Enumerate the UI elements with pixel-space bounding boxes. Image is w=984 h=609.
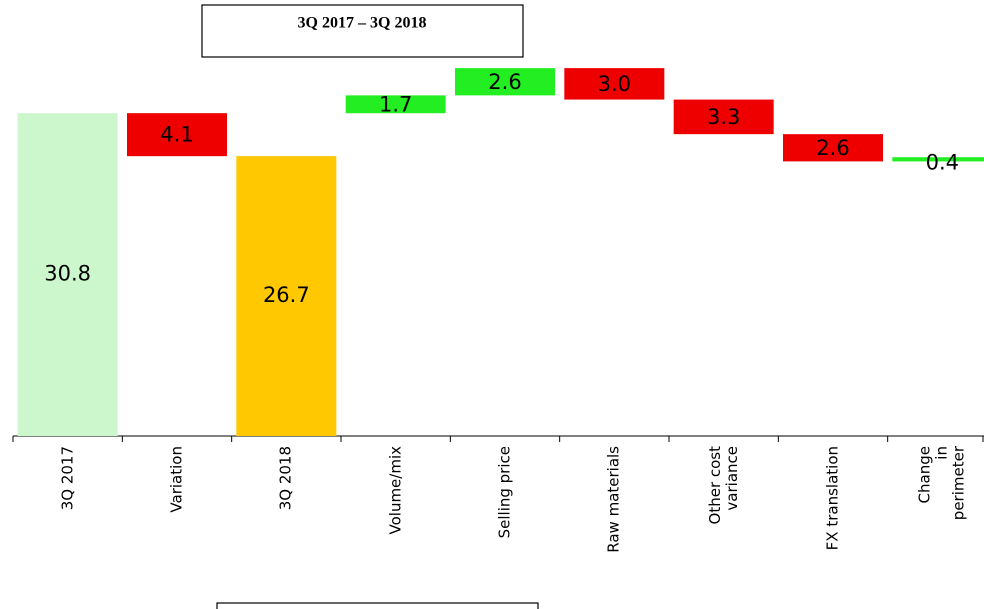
x-tick-label: Variation [167, 446, 186, 513]
x-tick-label: Change in perimeter [915, 446, 968, 521]
x-tick-label: 3Q 2017 [58, 446, 77, 511]
x-tick-label: Raw materials [604, 446, 623, 553]
x-tick-label: 3Q 2018 [276, 446, 295, 511]
value-label: 1.7 [379, 92, 412, 116]
x-tick-label: Other cost variance [705, 446, 741, 525]
x-tick-label: Selling price [495, 446, 514, 539]
value-label: 3.3 [707, 105, 740, 129]
bar [564, 68, 665, 100]
value-label: 3.0 [598, 72, 631, 96]
bar [236, 156, 337, 437]
bar [127, 113, 227, 157]
x-tick-label: Volume/mix [386, 446, 405, 535]
value-label: 0.4 [926, 150, 959, 174]
x-tick-label: FX translation [823, 446, 842, 551]
bar [892, 157, 984, 162]
value-label: 4.1 [160, 123, 193, 147]
chart-title: 3Q 2017 – 3Q 2018 [298, 15, 427, 32]
bar [345, 95, 446, 114]
bar [17, 113, 118, 436]
value-label: 30.8 [44, 262, 91, 286]
value-label: 2.6 [816, 136, 849, 160]
bar [783, 134, 883, 162]
value-label: 2.6 [488, 70, 521, 94]
title-box [201, 4, 524, 58]
value-label: 26.7 [263, 283, 310, 307]
bar [673, 99, 774, 135]
bar [455, 68, 555, 96]
footer-box [216, 602, 539, 609]
